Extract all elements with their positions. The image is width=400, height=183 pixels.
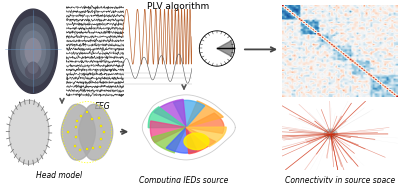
Polygon shape (28, 62, 38, 73)
Polygon shape (79, 104, 113, 160)
Polygon shape (324, 129, 337, 139)
Polygon shape (327, 131, 334, 137)
Polygon shape (186, 127, 226, 147)
Text: Head model: Head model (36, 171, 82, 180)
Polygon shape (25, 38, 41, 64)
Polygon shape (184, 133, 209, 150)
Polygon shape (61, 104, 95, 160)
Polygon shape (12, 16, 54, 86)
Polygon shape (166, 127, 197, 153)
Text: Connectivity in source space: Connectivity in source space (285, 176, 395, 183)
Polygon shape (150, 121, 186, 143)
Polygon shape (26, 64, 40, 79)
Polygon shape (154, 99, 186, 127)
Polygon shape (9, 9, 57, 93)
Polygon shape (152, 127, 186, 153)
Polygon shape (148, 107, 186, 128)
Polygon shape (186, 101, 223, 127)
Polygon shape (21, 31, 45, 71)
Text: MRI: MRI (18, 102, 32, 111)
Polygon shape (174, 100, 205, 127)
Text: PLV algorithm: PLV algorithm (147, 2, 209, 11)
Polygon shape (9, 100, 49, 164)
Polygon shape (186, 127, 216, 154)
Text: EEG: EEG (95, 102, 111, 111)
Text: Computing IEDs source: Computing IEDs source (139, 176, 229, 183)
Polygon shape (186, 113, 224, 133)
Polygon shape (217, 41, 233, 56)
Polygon shape (16, 24, 50, 79)
